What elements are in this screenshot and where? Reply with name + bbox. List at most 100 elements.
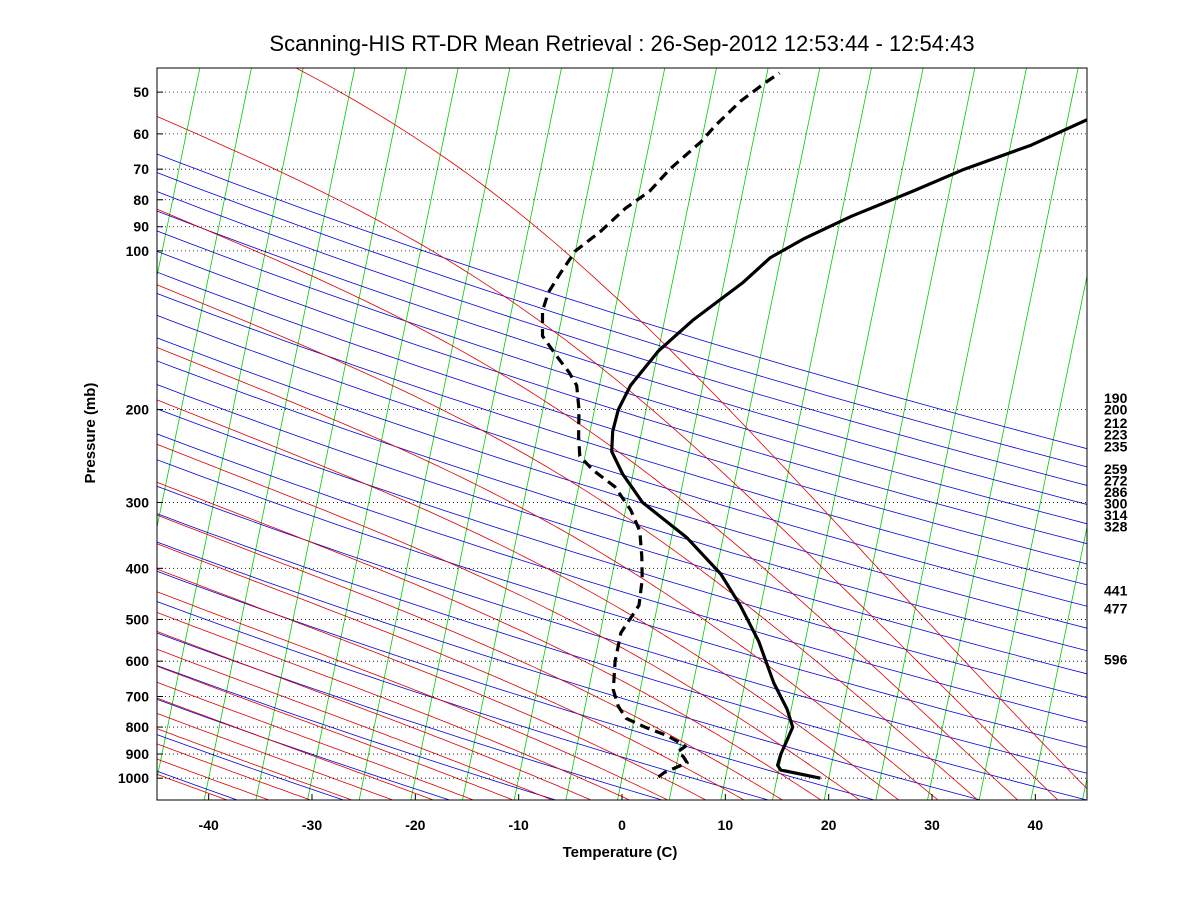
y-tick-label: 80 bbox=[133, 192, 149, 208]
right-level-label: 596 bbox=[1104, 652, 1128, 668]
isotherm-line bbox=[565, 68, 717, 800]
dry-adiabat-line bbox=[157, 433, 1087, 723]
moist-adiabat-line bbox=[157, 115, 1059, 800]
isotherm-line bbox=[157, 68, 304, 781]
y-tick-label: 700 bbox=[126, 688, 150, 704]
dry-adiabat-line bbox=[157, 230, 1087, 525]
y-tick-label: 600 bbox=[126, 653, 150, 669]
dry-adiabat-line bbox=[157, 601, 769, 800]
moist-adiabat-line bbox=[157, 347, 939, 800]
right-level-label: 200 bbox=[1104, 402, 1128, 418]
right-level-label: 223 bbox=[1104, 427, 1128, 443]
dry-adiabat-line bbox=[157, 314, 1087, 607]
moist-adiabat-line bbox=[157, 284, 979, 800]
x-tick-label: -20 bbox=[405, 817, 425, 833]
moist-adiabat-line bbox=[157, 743, 312, 800]
background-lines bbox=[157, 68, 1087, 800]
isotherm-line bbox=[358, 68, 511, 800]
isotherm-line bbox=[823, 68, 976, 800]
isotherm-line bbox=[1030, 525, 1087, 800]
dry-adiabat-line bbox=[157, 665, 556, 800]
y-tick-label: 500 bbox=[126, 611, 150, 627]
right-level-label: 259 bbox=[1104, 461, 1128, 477]
x-tick-label: 40 bbox=[1028, 817, 1044, 833]
right-level-label: 300 bbox=[1104, 495, 1128, 511]
temperature-profile-line bbox=[610, 118, 1087, 780]
right-level-label: 477 bbox=[1104, 601, 1128, 617]
isotherm-line bbox=[203, 68, 356, 800]
moist-adiabat-line bbox=[157, 612, 631, 800]
right-level-label: 286 bbox=[1104, 484, 1128, 500]
moist-adiabat-line bbox=[157, 728, 353, 800]
y-tick-label: 1000 bbox=[118, 770, 149, 786]
right-level-label: 212 bbox=[1104, 415, 1128, 431]
isotherm-line bbox=[410, 68, 562, 800]
x-tick-label: -30 bbox=[302, 817, 322, 833]
dry-adiabat-line bbox=[157, 271, 1087, 565]
x-tick-label: 10 bbox=[718, 817, 734, 833]
pressure-gridlines bbox=[157, 91, 1087, 779]
dry-adiabat-line bbox=[157, 570, 875, 800]
y-tick-label: 400 bbox=[126, 560, 150, 576]
x-tick-label: -10 bbox=[509, 817, 529, 833]
isotherm-line bbox=[978, 273, 1087, 800]
dry-adiabat-line bbox=[157, 541, 981, 800]
moist-adiabat-line bbox=[157, 443, 861, 800]
isotherm-line bbox=[617, 68, 769, 800]
y-tick-label: 800 bbox=[126, 719, 150, 735]
x-tick-label: 20 bbox=[821, 817, 837, 833]
profiles bbox=[540, 71, 1087, 780]
y-tick-label: 200 bbox=[126, 402, 150, 418]
dry-adiabat-line bbox=[157, 191, 1087, 486]
moist-adiabat-line bbox=[157, 648, 554, 800]
moist-adiabat-line bbox=[157, 712, 394, 800]
moist-adiabat-line bbox=[157, 631, 592, 800]
dry-adiabat-line bbox=[157, 360, 1087, 652]
isotherm-line bbox=[668, 68, 821, 800]
y-ticks: 50 60 70 80 90 100 200 300 400 500 600 700 800 900 100… bbox=[118, 84, 163, 786]
dry-adiabat-line bbox=[157, 250, 1087, 545]
y-tick-label: 900 bbox=[126, 746, 150, 762]
moist-adiabat-line bbox=[157, 665, 514, 800]
isotherm-line bbox=[157, 68, 252, 530]
isotherm-line bbox=[157, 68, 201, 278]
x-tick-label: -40 bbox=[199, 817, 219, 833]
moist-adiabat-line bbox=[157, 399, 900, 800]
isotherm-line bbox=[875, 68, 1027, 800]
y-tick-label: 50 bbox=[133, 84, 149, 100]
moist-adiabat-line bbox=[157, 697, 435, 800]
dry-adiabat-line bbox=[157, 408, 1087, 699]
moist-adiabat-line bbox=[157, 543, 745, 800]
dry-adiabat-line bbox=[157, 172, 1087, 468]
y-tick-label: 300 bbox=[126, 494, 150, 510]
x-axis-label: Temperature (C) bbox=[563, 844, 678, 861]
dewpoint-profile-line bbox=[540, 71, 781, 779]
dry-adiabat-line bbox=[157, 293, 1087, 586]
right-level-label: 314 bbox=[1104, 507, 1128, 523]
y-axis-label: Pressure (mb) bbox=[82, 383, 99, 484]
dry-adiabat-line bbox=[157, 459, 1087, 748]
x-tick-label: 0 bbox=[618, 817, 626, 833]
moist-adiabat-line bbox=[295, 68, 1087, 790]
moist-adiabat-line bbox=[157, 481, 822, 800]
right-level-label: 190 bbox=[1104, 390, 1128, 406]
right-level-label: 441 bbox=[1104, 583, 1128, 599]
right-level-label: 328 bbox=[1104, 518, 1128, 534]
dry-adiabat-line bbox=[157, 384, 1087, 675]
isotherm-line bbox=[462, 68, 614, 800]
x-ticks: -40 -30 -20 -10 0 10 20 30 40 bbox=[199, 794, 1044, 833]
moist-adiabat-line bbox=[157, 681, 475, 800]
right-level-label: 272 bbox=[1104, 472, 1128, 488]
y-tick-label: 70 bbox=[133, 161, 149, 177]
right-level-label: 235 bbox=[1104, 439, 1128, 455]
y-tick-label: 60 bbox=[133, 126, 149, 142]
y-tick-label: 90 bbox=[133, 219, 149, 235]
moist-adiabat-line bbox=[157, 591, 669, 800]
dry-adiabat-line bbox=[157, 153, 1087, 450]
isotherm-line bbox=[927, 68, 1079, 800]
moist-adiabat-line bbox=[157, 514, 784, 800]
moist-adiabat-line bbox=[157, 568, 707, 800]
